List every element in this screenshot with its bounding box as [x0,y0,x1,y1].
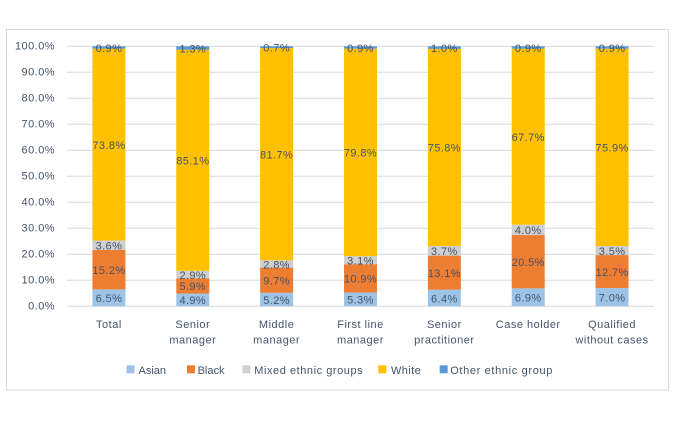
svg-text:Asian: Asian [139,365,167,377]
svg-text:9.7%: 9.7% [263,276,290,288]
svg-text:1.0%: 1.0% [431,43,458,55]
svg-text:3.1%: 3.1% [347,255,374,267]
svg-text:20.0%: 20.0% [22,249,55,261]
svg-text:4.0%: 4.0% [515,225,542,237]
svg-text:70.0%: 70.0% [22,119,55,131]
svg-text:0.9%: 0.9% [347,43,374,55]
svg-text:6.5%: 6.5% [96,293,123,305]
svg-text:Middle: Middle [259,319,294,331]
svg-text:80.0%: 80.0% [22,93,55,105]
svg-text:10.9%: 10.9% [344,274,377,286]
svg-text:50.0%: 50.0% [22,171,55,183]
svg-text:practitioner: practitioner [414,334,474,346]
svg-text:manager: manager [169,334,216,346]
svg-text:Senior: Senior [427,319,462,331]
svg-text:75.8%: 75.8% [428,143,461,155]
svg-text:manager: manager [337,334,384,346]
svg-text:Other ethnic group: Other ethnic group [450,365,553,377]
svg-text:90.0%: 90.0% [22,67,55,79]
svg-text:Qualified: Qualified [588,319,636,331]
svg-text:3.7%: 3.7% [431,246,458,258]
svg-text:Senior: Senior [175,319,210,331]
svg-text:0.9%: 0.9% [515,43,542,55]
svg-text:30.0%: 30.0% [22,223,55,235]
svg-text:Mixed ethnic groups: Mixed ethnic groups [254,365,363,377]
svg-text:4.9%: 4.9% [179,295,206,307]
svg-text:7.0%: 7.0% [599,293,626,305]
svg-text:0.0%: 0.0% [28,301,55,313]
svg-text:81.7%: 81.7% [260,150,293,162]
svg-text:Case holder: Case holder [496,319,561,331]
svg-text:60.0%: 60.0% [22,145,55,157]
svg-text:40.0%: 40.0% [22,197,55,209]
svg-text:79.8%: 79.8% [344,148,377,160]
svg-text:20.5%: 20.5% [512,257,545,269]
svg-text:0.9%: 0.9% [599,43,626,55]
svg-text:13.1%: 13.1% [428,268,461,280]
svg-text:Total: Total [96,319,122,331]
svg-text:0.7%: 0.7% [263,43,290,55]
svg-text:6.4%: 6.4% [431,293,458,305]
svg-text:75.9%: 75.9% [595,143,628,155]
svg-text:85.1%: 85.1% [176,156,209,168]
svg-text:100.0%: 100.0% [15,41,55,53]
svg-text:0.9%: 0.9% [96,43,123,55]
svg-text:12.7%: 12.7% [595,267,628,279]
svg-text:First line: First line [337,319,384,331]
svg-text:5.9%: 5.9% [179,281,206,293]
svg-text:5.3%: 5.3% [347,295,374,307]
svg-text:3.5%: 3.5% [599,246,626,258]
svg-text:manager: manager [253,334,300,346]
svg-text:3.6%: 3.6% [96,241,123,253]
svg-text:2.8%: 2.8% [263,259,290,271]
svg-text:67.7%: 67.7% [512,132,545,144]
svg-text:Black: Black [198,365,225,377]
svg-text:1.3%: 1.3% [179,43,206,55]
svg-text:6.9%: 6.9% [515,293,542,305]
svg-text:15.2%: 15.2% [92,265,125,277]
svg-text:without cases: without cases [574,334,648,346]
svg-text:5.2%: 5.2% [263,295,290,307]
svg-text:73.8%: 73.8% [92,140,125,152]
svg-text:10.0%: 10.0% [22,275,55,287]
svg-text:2.9%: 2.9% [179,270,206,282]
svg-text:White: White [391,365,421,377]
